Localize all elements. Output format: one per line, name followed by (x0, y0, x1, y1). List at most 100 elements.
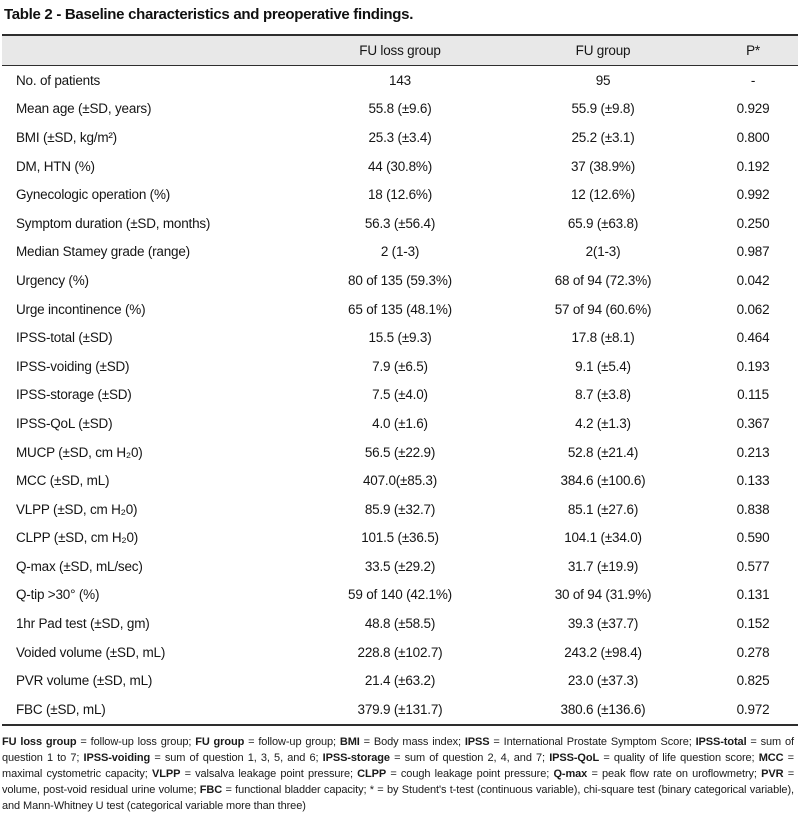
table-row: DM, HTN (%) 44 (30.8%) 37 (38.9%) 0.192 (2, 152, 798, 181)
footnote-term: IPSS (464, 735, 490, 748)
p-value: 0.192 (736, 158, 770, 174)
row-label: MUCP (±SD, cm H₂0) (16, 444, 143, 460)
p-value: 0.193 (736, 358, 770, 374)
row-label: Q-tip >30° (%) (16, 587, 100, 603)
p-value: 0.115 (737, 387, 769, 403)
row-label: Median Stamey grade (range) (16, 244, 190, 260)
table-row: MCC (±SD, mL) 407.0(±85.3) 384.6 (±100.6… (2, 466, 798, 495)
row-label: Symptom duration (±SD, months) (16, 215, 211, 231)
table-row: 1hr Pad test (±SD, gm) 48.8 (±58.5) 39.3… (2, 609, 798, 638)
fu-group-value: 39.3 (±37.7) (567, 616, 639, 632)
row-label: Voided volume (±SD, mL) (16, 644, 166, 660)
p-value: 0.213 (736, 444, 770, 460)
fu-group-value: 380.6 (±136.6) (560, 701, 646, 717)
fu-group-value: 65.9 (±63.8) (567, 215, 639, 231)
footnote-term: IPSS-QoL (549, 751, 600, 764)
fu-group-value: 37 (38.9%) (570, 158, 636, 174)
table-row: BMI (±SD, kg/m²) 25.3 (±3.4) 25.2 (±3.1)… (2, 123, 798, 152)
header-fu-loss-group: FU loss group (359, 43, 441, 58)
fu-loss-value: 85.9 (±32.7) (364, 501, 436, 517)
table-row: No. of patients 143 95 - (2, 66, 798, 95)
p-value: 0.972 (736, 701, 770, 717)
fu-loss-value: 44 (30.8%) (367, 158, 433, 174)
table-row: IPSS-total (±SD) 15.5 (±9.3) 17.8 (±8.1)… (2, 323, 798, 352)
footnote-term: FU loss group (2, 735, 77, 748)
row-label: Mean age (±SD, years) (16, 101, 152, 117)
table-row: Gynecologic operation (%) 18 (12.6%) 12 … (2, 180, 798, 209)
baseline-characteristics-table: FU loss group FU group P* No. of patient… (2, 34, 798, 726)
fu-group-value: 68 of 94 (72.3%) (554, 272, 652, 288)
fu-loss-value: 59 of 140 (42.1%) (348, 587, 452, 603)
table-row: Symptom duration (±SD, months) 56.3 (±56… (2, 209, 798, 238)
fu-group-value: 8.7 (±3.8) (575, 387, 631, 403)
fu-group-value: 4.2 (±1.3) (575, 415, 631, 431)
p-value: 0.590 (736, 530, 770, 546)
footnote-term: IPSS-voiding (83, 751, 151, 764)
fu-group-value: 23.0 (±37.3) (567, 673, 639, 689)
table-title: Table 2 - Baseline characteristics and p… (4, 6, 414, 23)
row-label: PVR volume (±SD, mL) (16, 673, 153, 689)
fu-loss-value: 379.9 (±131.7) (357, 701, 443, 717)
footnote-def: = follow-up group; (244, 735, 340, 748)
footnote-term: IPSS-storage (322, 751, 390, 764)
fu-group-value: 85.1 (±27.6) (567, 501, 639, 517)
fu-loss-value: 407.0(±85.3) (362, 473, 438, 489)
footnote-term: VLPP (152, 767, 181, 780)
row-label: IPSS-total (±SD) (16, 330, 113, 346)
header-fu-group: FU group (575, 43, 631, 58)
table-row: MUCP (±SD, cm H₂0) 56.5 (±22.9) 52.8 (±2… (2, 438, 798, 467)
fu-loss-value: 7.9 (±6.5) (372, 358, 428, 374)
fu-loss-value: 48.8 (±58.5) (364, 616, 436, 632)
footnote-def: = sum of question 2, 4, and 7; (389, 751, 550, 764)
p-value: 0.367 (736, 415, 770, 431)
fu-loss-value: 228.8 (±102.7) (357, 644, 443, 660)
p-value: 0.152 (736, 616, 770, 632)
fu-group-value: 57 of 94 (60.6%) (554, 301, 652, 317)
fu-loss-value: 21.4 (±63.2) (364, 673, 436, 689)
row-label: Urgency (%) (16, 272, 89, 288)
footnote-def: = International Prostate Symptom Score; (489, 735, 696, 748)
table-row: Urge incontinence (%) 65 of 135 (48.1%) … (2, 295, 798, 324)
p-value: 0.800 (736, 129, 770, 145)
row-label: IPSS-voiding (±SD) (16, 358, 130, 374)
footnote-def: = volume, post-void residual urine volum… (2, 767, 795, 796)
footnote-def: = peak flow rate on uroflowmetry; (587, 767, 762, 780)
header-row: FU loss group FU group P* (2, 35, 798, 66)
p-value: 0.131 (736, 587, 770, 603)
fu-loss-value: 65 of 135 (48.1%) (348, 301, 452, 317)
table-row: IPSS-voiding (±SD) 7.9 (±6.5) 9.1 (±5.4)… (2, 352, 798, 381)
row-label: IPSS-QoL (±SD) (16, 415, 113, 431)
row-label: Gynecologic operation (%) (16, 187, 171, 203)
p-value: - (750, 72, 756, 88)
fu-loss-value: 56.5 (±22.9) (364, 444, 436, 460)
footnote-term: FBC (199, 783, 223, 796)
footnote-term: FU group (195, 735, 245, 748)
row-label: MCC (±SD, mL) (16, 473, 110, 489)
p-value: 0.577 (736, 558, 770, 574)
row-label: FBC (±SD, mL) (16, 701, 106, 717)
fu-loss-value: 33.5 (±29.2) (364, 558, 436, 574)
row-label: CLPP (±SD, cm H₂0) (16, 530, 139, 546)
fu-group-value: 30 of 94 (31.9%) (554, 587, 652, 603)
row-label: IPSS-storage (±SD) (16, 387, 132, 403)
p-value: 0.133 (736, 473, 770, 489)
p-value: 0.987 (736, 244, 770, 260)
fu-group-value: 31.7 (±19.9) (567, 558, 639, 574)
fu-group-value: 55.9 (±9.8) (571, 101, 635, 117)
footnote-term: PVR (761, 767, 784, 780)
p-value: 0.992 (736, 187, 770, 203)
table-row: Mean age (±SD, years) 55.8 (±9.6) 55.9 (… (2, 95, 798, 124)
footnote-term: Q-max (553, 767, 588, 780)
p-value: 0.929 (736, 101, 770, 117)
footnote-def: = valsalva leakage point pressure; (180, 767, 358, 780)
table-row: Urgency (%) 80 of 135 (59.3%) 68 of 94 (… (2, 266, 798, 295)
p-value: 0.062 (736, 301, 770, 317)
fu-loss-value: 55.8 (±9.6) (368, 101, 432, 117)
fu-group-value: 25.2 (±3.1) (571, 129, 635, 145)
footnote-term: BMI (339, 735, 360, 748)
table-row: IPSS-storage (±SD) 7.5 (±4.0) 8.7 (±3.8)… (2, 381, 798, 410)
table-row: Voided volume (±SD, mL) 228.8 (±102.7) 2… (2, 638, 798, 667)
p-value: 0.278 (736, 644, 770, 660)
fu-loss-value: 2 (1-3) (380, 244, 420, 260)
